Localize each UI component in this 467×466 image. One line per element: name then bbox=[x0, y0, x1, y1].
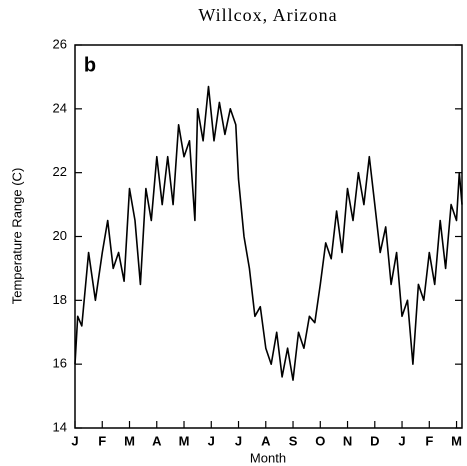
plot-frame bbox=[74, 44, 463, 429]
x-tick-label: S bbox=[289, 433, 298, 448]
x-tick-label: J bbox=[235, 433, 242, 448]
x-tick-label: J bbox=[71, 433, 78, 448]
x-tick-label: O bbox=[315, 433, 325, 448]
y-tick-label: 14 bbox=[53, 419, 67, 434]
line-series bbox=[74, 85, 463, 381]
x-tick-label: M bbox=[451, 433, 462, 448]
x-tick-label: A bbox=[152, 433, 162, 448]
x-tick-label: M bbox=[124, 433, 135, 448]
y-tick-label: 18 bbox=[53, 292, 67, 307]
x-axis-label: Month bbox=[250, 450, 286, 465]
y-tick-label: 24 bbox=[53, 100, 67, 115]
x-tick-label: J bbox=[208, 433, 215, 448]
x-tick-label: D bbox=[370, 433, 379, 448]
y-tick-label: 20 bbox=[53, 228, 67, 243]
x-tick-label: N bbox=[343, 433, 352, 448]
x-tick-label: J bbox=[398, 433, 405, 448]
x-tick-label: A bbox=[261, 433, 271, 448]
x-tick-label: F bbox=[98, 433, 106, 448]
x-tick-label: F bbox=[425, 433, 433, 448]
x-tick-label: M bbox=[179, 433, 190, 448]
y-axis-label: Temperature Range (C) bbox=[9, 168, 24, 305]
chart-title: Willcox, Arizona bbox=[198, 5, 337, 25]
y-tick-label: 26 bbox=[53, 36, 67, 51]
panel-label: b bbox=[84, 54, 96, 76]
y-tick-label: 22 bbox=[53, 164, 67, 179]
y-tick-label: 16 bbox=[53, 356, 67, 371]
